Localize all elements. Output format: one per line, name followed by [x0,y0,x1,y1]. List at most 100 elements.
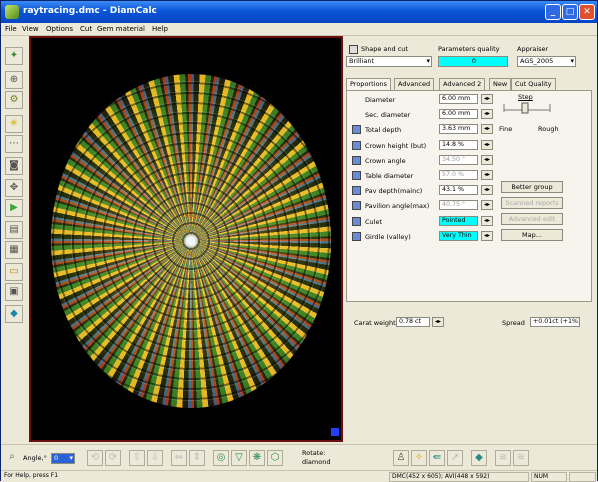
shape-select[interactable]: Brilliant [346,56,432,67]
param-value-field[interactable]: Very Thin [439,230,478,241]
gem-icon[interactable]: ◆ [471,450,487,466]
bottom-toolbar: ⌕ Angle,° 0 ⟲ ⟳ ⇧ ⇩ ⇔ ⇕ ◎ ▽ ❋ ⬡ Rotate: … [1,444,597,470]
tool-icon[interactable]: ⚙ [5,91,23,109]
param-spinner[interactable]: ◂▸ [481,139,493,150]
rotate-right-icon[interactable]: ⟳ [105,450,121,466]
param-lock-icon[interactable] [352,201,361,211]
play-icon[interactable]: ▶ [5,199,23,217]
rotate-diamond-icon[interactable]: ⇚ [429,450,445,466]
window-title: raytracing.dmc - DiamCalc [23,6,157,16]
tab-advanced-2[interactable]: Advanced 2 [439,78,486,90]
param-spinner[interactable]: ◂▸ [481,109,493,120]
param-lock-icon[interactable] [352,171,361,180]
ring-icon[interactable]: ◎ [213,450,229,466]
checkbox-shape[interactable] [349,45,358,54]
move-icon[interactable]: ✥ [5,179,23,197]
magnifier-icon[interactable]: ⌕ [4,450,20,466]
menu-cut[interactable]: Cut [80,25,93,33]
param-lock-icon[interactable] [352,216,361,226]
param-spinner[interactable]: ◂▸ [481,230,493,241]
param-spinner[interactable]: ◂▸ [481,94,493,104]
param-spinner[interactable]: ◂▸ [481,215,493,226]
open-icon[interactable]: ▭ [5,263,23,281]
side-view-icon[interactable]: ⬡ [267,450,283,466]
flip-up-icon[interactable]: ⇧ [129,450,145,466]
rotate-value: diamond [302,458,331,466]
ruler-icon[interactable]: ⋯ [5,135,23,153]
top-view-icon[interactable]: ❋ [249,450,265,466]
diagonal-arrow-icon[interactable]: ↗ [447,450,463,466]
spread-label: Spread [502,319,525,327]
step-slider[interactable] [502,100,552,114]
quality-value: 0 [438,56,508,67]
tab-advanced[interactable]: Advanced [394,78,435,90]
lo-icon[interactable]: ≋ [495,450,511,466]
menu-view[interactable]: View [22,25,39,33]
zoom-icon[interactable]: ⊕ [5,71,23,89]
tab-proportions[interactable]: Proportions [346,78,391,91]
angle-label: Angle,° [23,454,47,462]
param-label: Pavilion angle(max) [365,202,430,211]
tab-new[interactable]: New [489,78,512,90]
param-label: Crown angle [365,156,406,165]
resize-handle[interactable] [331,428,339,436]
shape-label: Shape and cut [361,45,408,53]
chart-icon[interactable]: ▤ [5,221,23,239]
menu-gem-material[interactable]: Gem material [97,25,145,33]
param-lock-icon[interactable] [352,231,361,241]
better-group-button[interactable]: Better group [501,181,563,193]
appraiser-select[interactable]: AGS_2005 [517,56,576,67]
minimize-button[interactable]: _ [545,4,561,20]
param-value-field[interactable]: 43.1 % [439,185,478,196]
close-button[interactable]: ✕ [579,4,595,20]
pavilion-view-icon[interactable]: ▽ [231,450,247,466]
carat-weight-label: Carat weight [354,319,396,327]
menu-help[interactable]: Help [152,25,168,33]
param-spinner[interactable]: ◂▸ [481,170,493,180]
param-spinner[interactable]: ◂▸ [481,124,493,135]
proportions-tab-body: Diameter 6.00 mm ◂▸ Sec. diameter 6.00 mm ◂▸ T… [346,90,592,302]
param-lock-icon[interactable] [352,140,361,150]
new-file-icon[interactable]: ✦ [5,47,23,65]
param-value-field[interactable]: 6.00 mm [439,94,478,104]
map-button[interactable]: Map... [501,229,563,241]
param-lock-icon[interactable] [352,155,361,165]
hi-icon[interactable]: ≋ [513,450,529,466]
param-value-field[interactable]: 57.0 % [439,170,478,180]
param-lock-icon[interactable] [352,186,361,196]
param-spinner[interactable]: ◂▸ [481,154,493,165]
param-value-field[interactable]: 3.63 mm [439,124,478,135]
tab-cut-quality[interactable]: Cut Quality [511,78,556,90]
person-icon[interactable]: ♙ [393,450,409,466]
grid-icon[interactable]: ▦ [5,241,23,259]
appraiser-label: Appraiser [517,45,549,53]
raytracing-view[interactable] [29,36,343,442]
carat-weight-spinner[interactable]: ◂▸ [432,317,444,327]
mirror-v-icon[interactable]: ⇕ [189,450,205,466]
rotate-left-icon[interactable]: ⟲ [87,450,103,466]
param-spinner[interactable]: ◂▸ [481,185,493,196]
mirror-h-icon[interactable]: ⇔ [171,450,187,466]
param-value-field[interactable]: Pointed [439,215,478,226]
param-value-field[interactable]: 34.50 ° [439,154,478,165]
flip-down-icon[interactable]: ⇩ [147,450,163,466]
menu-file[interactable]: File [5,25,17,33]
param-value-field[interactable]: 40.75 ° [439,200,478,211]
carat-weight-field[interactable]: 0.78 ct [396,317,430,327]
diamond-icon[interactable]: ◆ [5,305,23,323]
param-value-field[interactable]: 14.8 % [439,139,478,150]
param-value-field[interactable]: 6.00 mm [439,109,478,120]
camera-icon[interactable]: ◙ [5,157,23,175]
light-bulb-icon[interactable]: ✧ [411,450,427,466]
param-lock-icon[interactable] [352,125,361,135]
step-fine-label: Fine [499,125,513,133]
menu-options[interactable]: Options [46,25,74,33]
save-icon[interactable]: ▣ [5,283,23,301]
light-icon[interactable]: ✳ [5,115,23,133]
spread-field: +0.01ct (+1%) [530,317,580,327]
angle-select[interactable]: 0 [51,453,75,464]
param-spinner[interactable]: ◂▸ [481,200,493,211]
advanced-edit-button[interactable]: Advanced edit [501,213,563,225]
maximize-button[interactable]: □ [562,4,578,20]
scanned-reports-button[interactable]: Scanned reports [501,197,563,209]
